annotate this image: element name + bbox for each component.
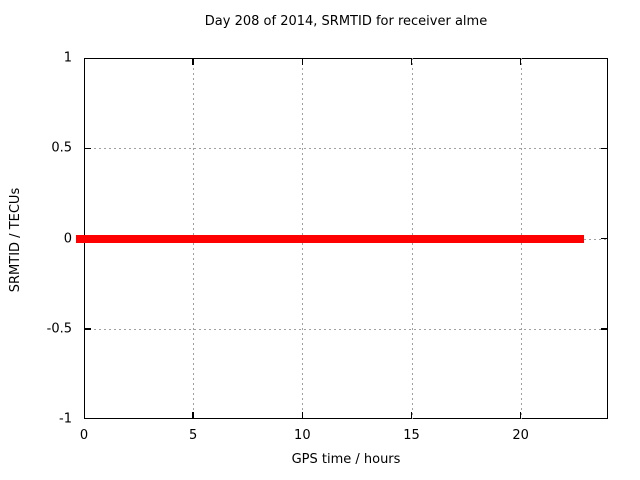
- x-tick-label-10: 10: [294, 428, 311, 443]
- x-tick-label-15: 15: [403, 428, 420, 443]
- tick-bottom-20: [519, 412, 522, 419]
- tick-right--0.5: [601, 328, 608, 330]
- tick-top-15: [410, 58, 413, 65]
- gridline-y-0.5: [84, 148, 608, 150]
- x-tick-label-20: 20: [512, 428, 529, 443]
- tick-left-0.5: [84, 147, 91, 149]
- gridline-y--0.5: [84, 328, 608, 330]
- tick-top-10: [301, 58, 304, 65]
- y-tick-label--1: -1: [59, 411, 72, 427]
- tick-bottom-5: [192, 412, 194, 419]
- tick-right-0: [601, 237, 608, 240]
- x-tick-label-5: 5: [189, 428, 198, 443]
- tick-top-20: [519, 58, 522, 65]
- y-tick-label-0: 0: [63, 231, 72, 246]
- y-tick-label--0.5: -0.5: [46, 321, 72, 337]
- y-tick-label-0.5: 0.5: [51, 140, 72, 156]
- y-tick-label-1: 1: [63, 50, 72, 66]
- tick-right-0.5: [601, 147, 608, 149]
- tick-bottom-10: [301, 412, 304, 419]
- chart-title: Day 208 of 2014, SRMTID for receiver alm…: [204, 14, 488, 29]
- x-tick-label-0: 0: [79, 428, 89, 443]
- tick-top-5: [192, 58, 194, 65]
- x-axis-label: GPS time / hours: [291, 452, 401, 467]
- tick-bottom-15: [410, 412, 413, 419]
- tick-left--0.5: [84, 328, 91, 330]
- series-line-srmtid: [76, 234, 584, 243]
